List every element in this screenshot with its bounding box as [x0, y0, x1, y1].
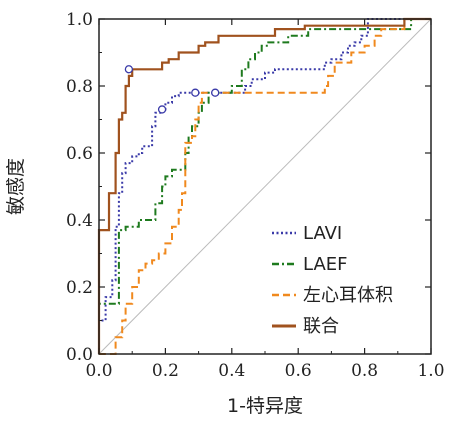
y-tick-label: 0.8 — [66, 77, 93, 97]
cutoff-marker — [124, 65, 134, 74]
series-line-1 — [98, 18, 431, 354]
cutoff-marker — [211, 88, 220, 97]
series-layer — [97, 17, 431, 355]
y-tick-label: 0.4 — [66, 211, 93, 231]
x-tick-label: 0.6 — [285, 361, 312, 381]
legend-label-1: LAEF — [303, 254, 347, 275]
legend-label-3: 联合 — [303, 316, 339, 337]
x-tick-label: 1.0 — [417, 361, 444, 381]
x-tick-label: 0.0 — [85, 361, 112, 381]
y-tick-label: 0.0 — [66, 345, 93, 365]
reference-diagonal — [98, 18, 432, 355]
tick-layer: 0.0 0.2 0.4 0.6 0.8 1.0 0.0 0.2 0.4 0.6 0.8 1.0 — [66, 10, 445, 381]
x-tick-label: 0.4 — [218, 361, 245, 381]
legend-label-0: LAVI — [303, 223, 342, 244]
marker-layer — [124, 65, 220, 114]
y-axis-label: 敏感度 — [5, 158, 27, 215]
cutoff-marker — [191, 88, 200, 97]
reference-diagonal-layer — [98, 18, 432, 355]
y-tick-label: 1.0 — [66, 10, 93, 30]
series-line-0 — [98, 18, 431, 354]
x-tick-label: 0.2 — [152, 361, 179, 381]
y-tick-label: 0.6 — [66, 144, 93, 164]
legend-label-2: 左心耳体积 — [303, 285, 393, 306]
y-tick-label: 0.2 — [66, 278, 93, 298]
cutoff-marker — [157, 105, 167, 114]
series-line-3 — [97, 17, 431, 354]
x-axis-label: 1-特异度 — [227, 395, 303, 417]
x-tick-label: 0.8 — [351, 361, 378, 381]
series-line-2 — [99, 18, 431, 355]
